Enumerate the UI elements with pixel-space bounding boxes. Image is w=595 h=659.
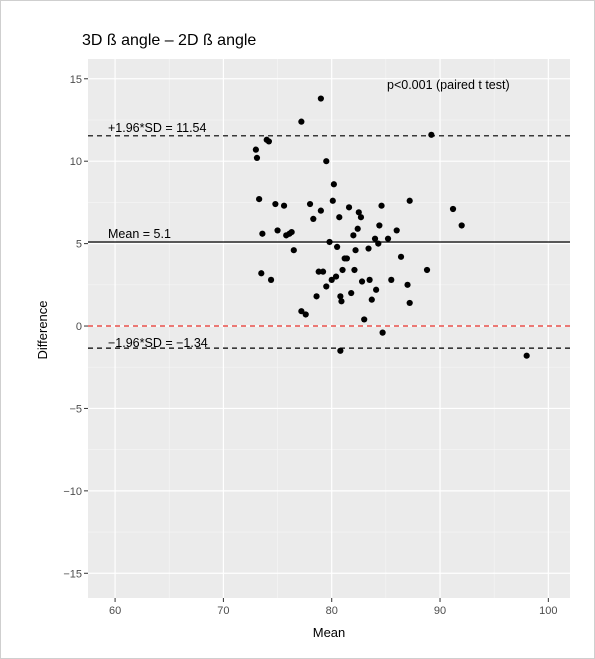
data-point — [397, 253, 405, 260]
data-point — [337, 347, 344, 354]
x-axis-ticks: 60 70 80 90 100 — [109, 598, 558, 617]
data-point — [326, 238, 333, 246]
data-point — [375, 240, 382, 247]
lower-loa-label: −1.96*SD = −1.34 — [108, 336, 208, 350]
data-point — [458, 222, 465, 229]
data-point — [378, 202, 385, 209]
data-point — [253, 154, 261, 161]
data-point — [252, 146, 259, 153]
x-tick-label: 70 — [217, 605, 229, 617]
data-point — [329, 197, 336, 204]
data-point — [298, 308, 305, 315]
data-point — [288, 228, 295, 236]
mean-label: Mean = 5.1 — [108, 227, 171, 241]
data-point — [267, 276, 275, 283]
data-point — [258, 270, 265, 277]
data-point — [319, 268, 327, 275]
data-point — [330, 181, 337, 188]
data-point — [323, 158, 330, 165]
data-point — [336, 214, 343, 221]
data-point — [272, 200, 279, 208]
data-point — [354, 225, 361, 232]
data-point — [317, 207, 324, 214]
x-axis-title: Mean — [313, 625, 346, 640]
chart-title: 3D ß angle – 2D ß angle — [82, 32, 256, 49]
upper-loa-label: +1.96*SD = 11.54 — [108, 121, 207, 135]
data-point — [358, 278, 366, 285]
y-axis-ticks: −15 −10 −5 0 5 10 15 — [63, 74, 88, 580]
y-tick-label: 10 — [70, 156, 82, 168]
data-point — [345, 204, 353, 211]
data-point — [298, 118, 305, 125]
plot-panel — [88, 59, 570, 598]
data-point — [290, 247, 297, 254]
x-tick-label: 80 — [326, 605, 338, 617]
data-point — [350, 232, 357, 239]
y-tick-label: 5 — [76, 239, 82, 251]
data-point — [365, 245, 372, 252]
data-point — [256, 196, 263, 203]
data-point — [334, 243, 341, 251]
data-point — [259, 230, 266, 237]
data-point — [351, 266, 358, 274]
y-tick-label: 0 — [76, 321, 82, 333]
x-tick-label: 90 — [434, 605, 446, 617]
data-point — [339, 266, 346, 274]
y-tick-label: −10 — [63, 486, 82, 498]
data-point — [368, 296, 375, 303]
data-point — [371, 235, 379, 242]
data-point — [423, 266, 431, 274]
data-point — [348, 289, 355, 297]
data-point — [280, 202, 288, 209]
data-point — [274, 227, 281, 234]
data-point — [404, 281, 411, 288]
y-tick-label: 15 — [70, 74, 82, 86]
data-point — [388, 276, 395, 283]
data-point — [393, 227, 400, 234]
data-point — [302, 311, 309, 318]
data-point — [332, 273, 340, 280]
data-point — [366, 276, 373, 283]
data-point — [352, 247, 359, 254]
data-point — [306, 200, 314, 208]
data-points — [252, 95, 530, 359]
y-tick-label: −15 — [63, 568, 82, 580]
data-point — [355, 209, 362, 216]
data-point — [406, 299, 413, 307]
data-point — [361, 316, 368, 323]
data-point — [379, 329, 386, 336]
data-point — [384, 235, 392, 242]
data-point — [338, 298, 345, 305]
y-tick-label: −5 — [69, 403, 82, 415]
data-point — [373, 286, 380, 293]
x-tick-label: 100 — [539, 605, 557, 617]
data-point — [310, 215, 317, 222]
data-point — [523, 352, 530, 359]
data-point — [328, 276, 335, 283]
data-point — [323, 283, 330, 290]
data-point — [406, 197, 413, 204]
x-tick-label: 60 — [109, 605, 121, 617]
data-point — [313, 293, 320, 300]
data-point — [265, 138, 272, 145]
data-point — [317, 95, 324, 102]
data-point — [376, 222, 383, 229]
data-point — [357, 214, 365, 221]
p-value-annotation: p<0.001 (paired t test) — [387, 78, 510, 92]
data-point — [315, 268, 322, 275]
data-point — [343, 255, 350, 262]
y-axis-title: Difference — [35, 300, 50, 359]
data-point — [337, 293, 344, 300]
data-point — [428, 131, 435, 138]
data-point — [449, 205, 457, 213]
